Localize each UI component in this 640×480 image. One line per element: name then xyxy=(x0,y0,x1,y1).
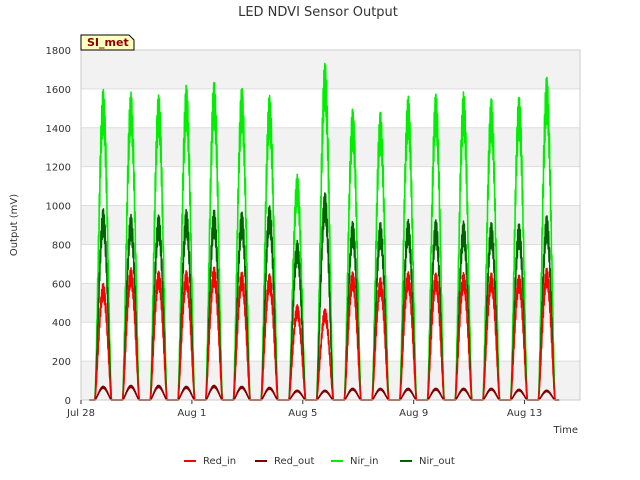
y-tick-label: 200 xyxy=(52,357,71,368)
chart-title: LED NDVI Sensor Output xyxy=(238,5,398,20)
legend-item: Red_out xyxy=(255,456,314,467)
y-tick-label: 800 xyxy=(52,240,71,251)
legend-item: Red_in xyxy=(184,456,236,467)
background-band xyxy=(81,127,580,167)
x-tick-label: Aug 9 xyxy=(399,408,428,419)
legend: Red_in Red_out Nir_in Nir_out xyxy=(184,456,455,467)
y-tick-label: 1400 xyxy=(46,124,71,135)
y-tick-label: 400 xyxy=(52,318,71,329)
legend-label: Red_in xyxy=(203,456,236,467)
legend-item: Nir_out xyxy=(400,456,455,467)
legend-label: Nir_in xyxy=(350,456,379,467)
legend-label: Nir_out xyxy=(419,456,455,467)
background-band xyxy=(81,50,580,89)
y-tick-label: 0 xyxy=(65,396,71,407)
y-tick-label: 1200 xyxy=(46,163,71,174)
badge-label: SI_met xyxy=(87,36,129,49)
legend-label: Red_out xyxy=(274,456,314,467)
x-tick-label: Jul 28 xyxy=(66,408,95,419)
x-tick-label: Aug 5 xyxy=(288,408,317,419)
site-badge: SI_met xyxy=(80,34,135,51)
y-tick-label: 1800 xyxy=(46,46,71,57)
y-tick-label: 1600 xyxy=(46,85,71,96)
x-tick-label: Aug 13 xyxy=(507,408,542,419)
x-axis-label: Time xyxy=(553,425,578,436)
plot-frame xyxy=(80,49,581,401)
y-axis-label: Output (mV) xyxy=(9,194,20,256)
x-tick-label: Aug 1 xyxy=(177,408,206,419)
badge-box xyxy=(80,34,135,51)
y-tick-label: 600 xyxy=(52,279,71,290)
axes: 0 200 400 600 800 1000 1200 1400 1600 1800 Jul 28 A… xyxy=(46,46,581,419)
legend-item: Nir_in xyxy=(331,456,379,467)
y-tick-label: 1000 xyxy=(46,202,71,213)
